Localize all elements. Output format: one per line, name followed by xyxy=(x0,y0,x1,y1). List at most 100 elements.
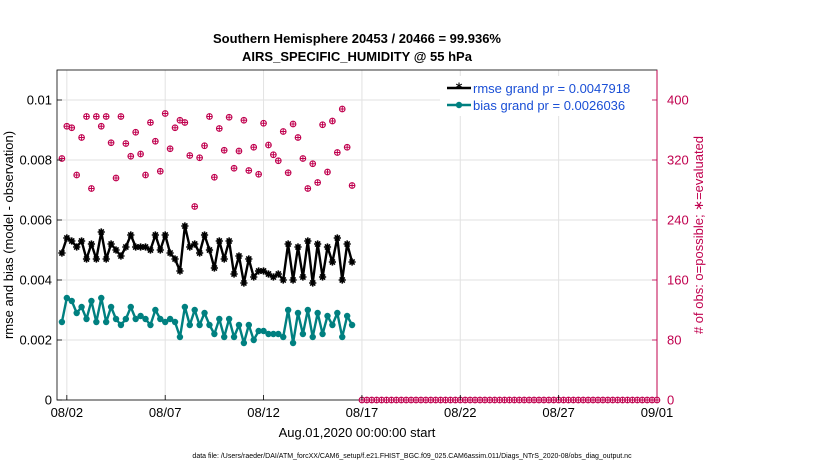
obs-marker-cross xyxy=(83,113,90,120)
obs-marker-ring xyxy=(186,152,194,159)
obs-marker-cross xyxy=(221,147,227,153)
obs-count-point xyxy=(338,105,346,113)
bias-point xyxy=(348,321,356,329)
rmse-point xyxy=(196,249,204,257)
obs-count-point xyxy=(333,149,341,156)
obs-count-point xyxy=(348,182,356,189)
rmse-point xyxy=(245,255,253,263)
obs-marker-ring xyxy=(92,113,100,120)
obs-marker-cross xyxy=(290,121,296,127)
obs-marker-ring xyxy=(156,167,164,175)
obs-marker-ring xyxy=(333,149,341,156)
bias-point xyxy=(191,306,198,314)
rmse-point xyxy=(264,270,273,278)
obs-count-point xyxy=(294,134,302,141)
obs-marker-ring xyxy=(201,142,208,150)
obs-count-point xyxy=(88,185,95,192)
rmse-point xyxy=(161,231,169,239)
rmse-point xyxy=(63,234,71,242)
rmse-point xyxy=(171,255,179,263)
legend-entry-bias: bias grand pr = 0.0026036 xyxy=(447,98,625,113)
obs-marker-cross xyxy=(147,119,154,126)
bias-point xyxy=(230,333,238,341)
obs-marker-cross xyxy=(260,120,267,126)
obs-count-point xyxy=(284,169,292,177)
obs-marker-ring xyxy=(142,171,149,179)
obs-count-point xyxy=(215,125,223,132)
bias-point xyxy=(152,306,159,314)
obs-marker-cross xyxy=(275,158,281,164)
obs-marker-ring xyxy=(255,170,262,178)
bias-point xyxy=(112,315,120,323)
obs-count-point xyxy=(206,113,213,120)
obs-marker-ring xyxy=(166,145,174,153)
rmse-point xyxy=(210,264,218,272)
obs-marker-cross xyxy=(265,142,272,148)
rmse-point xyxy=(230,270,238,278)
obs-marker-ring xyxy=(304,185,312,192)
obs-marker-ring xyxy=(343,143,351,151)
obs-count-point xyxy=(107,139,115,147)
plot-frame xyxy=(56,69,658,401)
obs-count-point xyxy=(235,147,243,155)
bias-point xyxy=(127,303,134,311)
obs-marker-ring xyxy=(314,179,322,186)
bias-point xyxy=(93,318,100,326)
obs-marker-cross xyxy=(103,113,109,120)
obs-marker-ring xyxy=(348,182,356,189)
obs-marker-cross xyxy=(187,152,193,159)
obs-marker-cross xyxy=(241,117,247,123)
obs-marker-ring xyxy=(235,147,243,155)
y-tick-label: 0.008 xyxy=(19,153,52,168)
obs-marker-ring xyxy=(97,122,105,130)
obs-count-point xyxy=(132,128,140,136)
obs-marker-cross xyxy=(162,110,168,117)
obs-marker-cross xyxy=(216,125,222,132)
obs-marker-ring xyxy=(270,151,277,159)
rmse-point xyxy=(279,276,287,284)
obs-count-point xyxy=(343,143,351,151)
rmse-point xyxy=(299,273,307,281)
bias-point xyxy=(122,315,130,323)
obs-count-point xyxy=(289,120,297,128)
obs-count-point xyxy=(171,124,179,132)
rmse-point xyxy=(97,228,105,236)
obs-marker-ring xyxy=(245,167,253,174)
rmse-point xyxy=(200,231,209,239)
obs-marker-cross xyxy=(236,148,242,154)
y2-tick-label: 160 xyxy=(667,273,689,288)
legend: * rmse grand pr = 0.0047918 bias grand p… xyxy=(440,76,652,116)
x-axis-label: Aug.01,2020 00:00:00 start xyxy=(279,425,436,440)
y2-tick-label: 400 xyxy=(667,93,689,108)
obs-marker-cross xyxy=(315,179,321,186)
obs-marker-cross xyxy=(206,113,213,120)
bias-point xyxy=(132,315,139,323)
rmse-point xyxy=(304,237,312,245)
ticks-layer: 08/02 08/07 08/12 08/17 08/22 08/27 09/0100.00… xyxy=(19,70,689,420)
rmse-point xyxy=(191,240,199,248)
rmse-point xyxy=(343,240,351,248)
bias-point xyxy=(206,321,213,329)
obs-marker-ring xyxy=(274,157,282,165)
obs-marker-ring xyxy=(88,185,95,192)
obs-marker-cross xyxy=(300,155,306,162)
bias-point xyxy=(319,330,326,338)
obs-marker-cross xyxy=(157,168,163,174)
obs-marker-cross xyxy=(334,149,340,156)
y2-tick-label: 240 xyxy=(667,213,689,228)
obs-count-point xyxy=(156,167,164,175)
rmse-point xyxy=(333,234,341,242)
obs-count-point xyxy=(329,117,336,125)
obs-count-point xyxy=(240,116,248,124)
obs-count-point xyxy=(73,171,81,179)
bias-point xyxy=(235,321,243,329)
obs-count-point xyxy=(92,113,100,120)
rmse-point xyxy=(181,222,189,230)
bias-point xyxy=(176,333,184,341)
rmse-line xyxy=(60,224,354,285)
obs-count-point xyxy=(260,119,267,127)
obs-marker-ring xyxy=(137,150,144,158)
legend-entry-rmse: * rmse grand pr = 0.0047918 xyxy=(447,81,630,97)
obs-marker-cross xyxy=(138,151,144,157)
